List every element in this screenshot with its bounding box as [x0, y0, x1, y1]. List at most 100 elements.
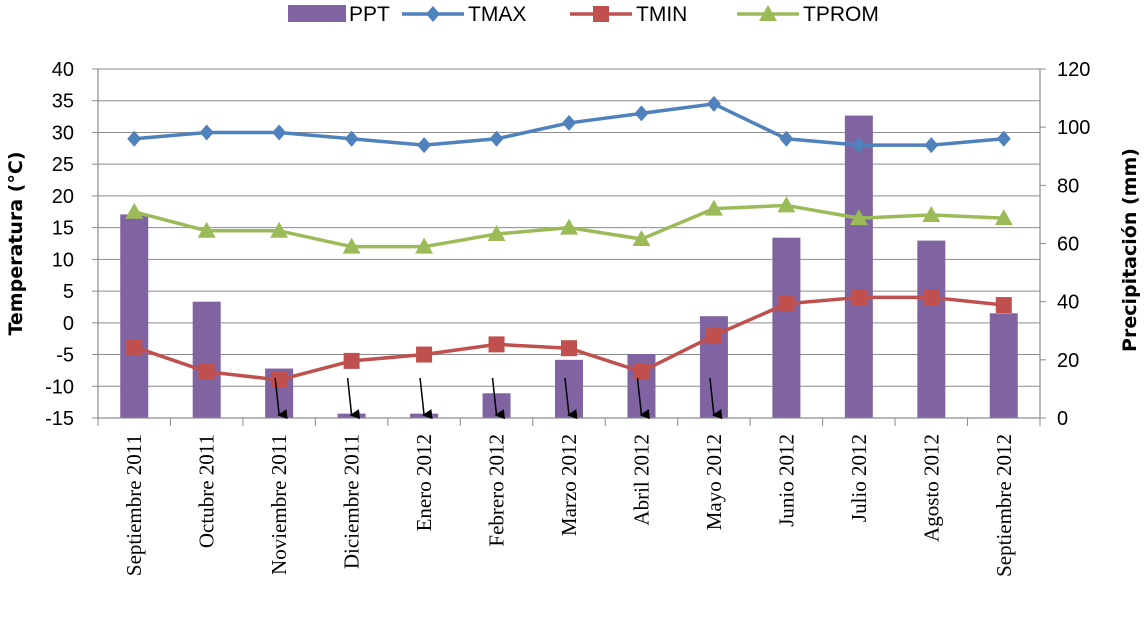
- tprom-point: [270, 221, 289, 238]
- left-tick-label: 35: [52, 91, 74, 113]
- legend-item-tmax: TMAX: [402, 3, 526, 26]
- tprom-point: [560, 218, 578, 235]
- left-tick-label: 15: [52, 218, 74, 240]
- x-tick-label: Septiembre 2011: [122, 434, 146, 576]
- tprom-point: [632, 230, 651, 247]
- tmax-point: [199, 124, 214, 141]
- tprom-point: [922, 205, 941, 222]
- tmin-point: [198, 363, 215, 380]
- left-tick-label: 10: [52, 249, 74, 271]
- legend-swatch-ppt: [288, 5, 346, 22]
- tmax-point: [562, 114, 576, 131]
- legend-item-tprom: TPROM: [737, 3, 879, 26]
- right-tick-label: 20: [1057, 350, 1079, 372]
- series-lines: [125, 95, 1013, 388]
- ppt-bar: [989, 313, 1018, 418]
- tmin-point: [850, 289, 867, 306]
- tmin-point: [126, 338, 143, 355]
- legend: PPT TMAX TMIN TPROM: [288, 3, 879, 26]
- tmax-point: [924, 137, 939, 154]
- left-tick-label: -5: [56, 345, 74, 367]
- tprom-point: [849, 209, 868, 226]
- x-tick-label: Diciembre 2011: [340, 434, 364, 569]
- tmin-point: [271, 371, 288, 388]
- tmin-point: [633, 363, 650, 380]
- left-tick-label: 0: [63, 313, 74, 335]
- tmax-point: [851, 137, 866, 154]
- ppt-bar: [192, 301, 221, 418]
- legend-label-tmin: TMIN: [636, 3, 687, 26]
- tmin-point: [561, 340, 577, 357]
- left-tick-label: 30: [52, 122, 74, 144]
- tmax-point: [344, 130, 359, 147]
- left-tick-label: 20: [52, 186, 74, 208]
- annotation-arrows: [274, 377, 723, 420]
- legend-label-tprom: TPROM: [803, 3, 879, 26]
- x-tick-label: Enero 2012: [412, 434, 436, 531]
- left-tick-label: -10: [45, 376, 74, 398]
- right-tick-label: 100: [1057, 117, 1090, 139]
- right-tick-label: 80: [1057, 175, 1079, 197]
- tmin-point: [416, 346, 433, 363]
- x-tick-label: Agosto 2012: [919, 434, 943, 542]
- tmax-point: [272, 124, 287, 141]
- tprom-point: [994, 209, 1013, 226]
- legend-label-tmax: TMAX: [468, 3, 526, 26]
- ppt-bar: [120, 214, 149, 418]
- tprom-point: [415, 237, 434, 254]
- left-tick-label: 5: [63, 281, 74, 303]
- ppt-bar: [772, 237, 801, 418]
- tmin-point: [343, 352, 360, 369]
- down-arrow: [709, 377, 723, 420]
- tmin-point: [705, 327, 722, 344]
- x-tick-label: Junio 2012: [774, 434, 798, 527]
- right-tick-label: 0: [1057, 408, 1068, 430]
- down-arrow: [274, 377, 288, 420]
- down-arrow: [636, 377, 650, 420]
- left-tick-label: 25: [52, 154, 74, 176]
- tprom-point: [197, 221, 216, 238]
- left-tick-label: 40: [52, 59, 74, 81]
- tmax-point: [779, 130, 794, 147]
- x-tick-label: Marzo 2012: [557, 434, 581, 536]
- tmin-point: [488, 336, 505, 353]
- down-arrow: [564, 377, 578, 420]
- legend-marker-tmax: [426, 6, 440, 22]
- x-tick-label: Febrero 2012: [485, 434, 509, 547]
- right-tick-label: 120: [1057, 59, 1090, 81]
- tprom-point: [777, 196, 796, 213]
- x-tick-label: Septiembre 2012: [992, 434, 1016, 577]
- tmin-point: [995, 297, 1012, 314]
- left-axis-title: Temperatura (°C): [5, 151, 27, 335]
- tprom-point: [342, 237, 361, 254]
- tmax-point: [489, 130, 504, 147]
- legend-marker-tmin: [593, 6, 609, 22]
- tmin-point: [778, 295, 795, 312]
- down-arrow: [346, 377, 361, 420]
- x-tick-label: Mayo 2012: [702, 434, 726, 530]
- down-arrow: [419, 377, 433, 420]
- tprom-point: [487, 224, 506, 241]
- legend-label-ppt: PPT: [349, 3, 390, 26]
- ppt-bar: [844, 115, 873, 419]
- x-tick-label: Abril 2012: [629, 434, 653, 526]
- tmax-point: [127, 130, 142, 147]
- tmax-point: [996, 130, 1011, 147]
- right-axis-title: Precipitación (mm): [1119, 148, 1141, 352]
- legend-marker-tprom: [759, 5, 777, 21]
- tmax-point: [706, 95, 721, 112]
- tprom-point: [125, 202, 144, 219]
- legend-item-ppt: PPT: [288, 3, 390, 26]
- down-arrow: [491, 377, 506, 420]
- tmax-point: [417, 137, 432, 154]
- right-tick-label: 60: [1057, 234, 1079, 256]
- ppt-bars: [120, 115, 1018, 419]
- tmax-point: [634, 105, 649, 122]
- x-tick-label: Octubre 2011: [195, 434, 219, 548]
- tmin-point: [923, 289, 940, 306]
- ppt-bar: [917, 240, 946, 418]
- x-tick-label: Noviembre 2011: [267, 434, 291, 575]
- tprom-point: [704, 199, 723, 216]
- left-tick-label: -15: [45, 408, 74, 430]
